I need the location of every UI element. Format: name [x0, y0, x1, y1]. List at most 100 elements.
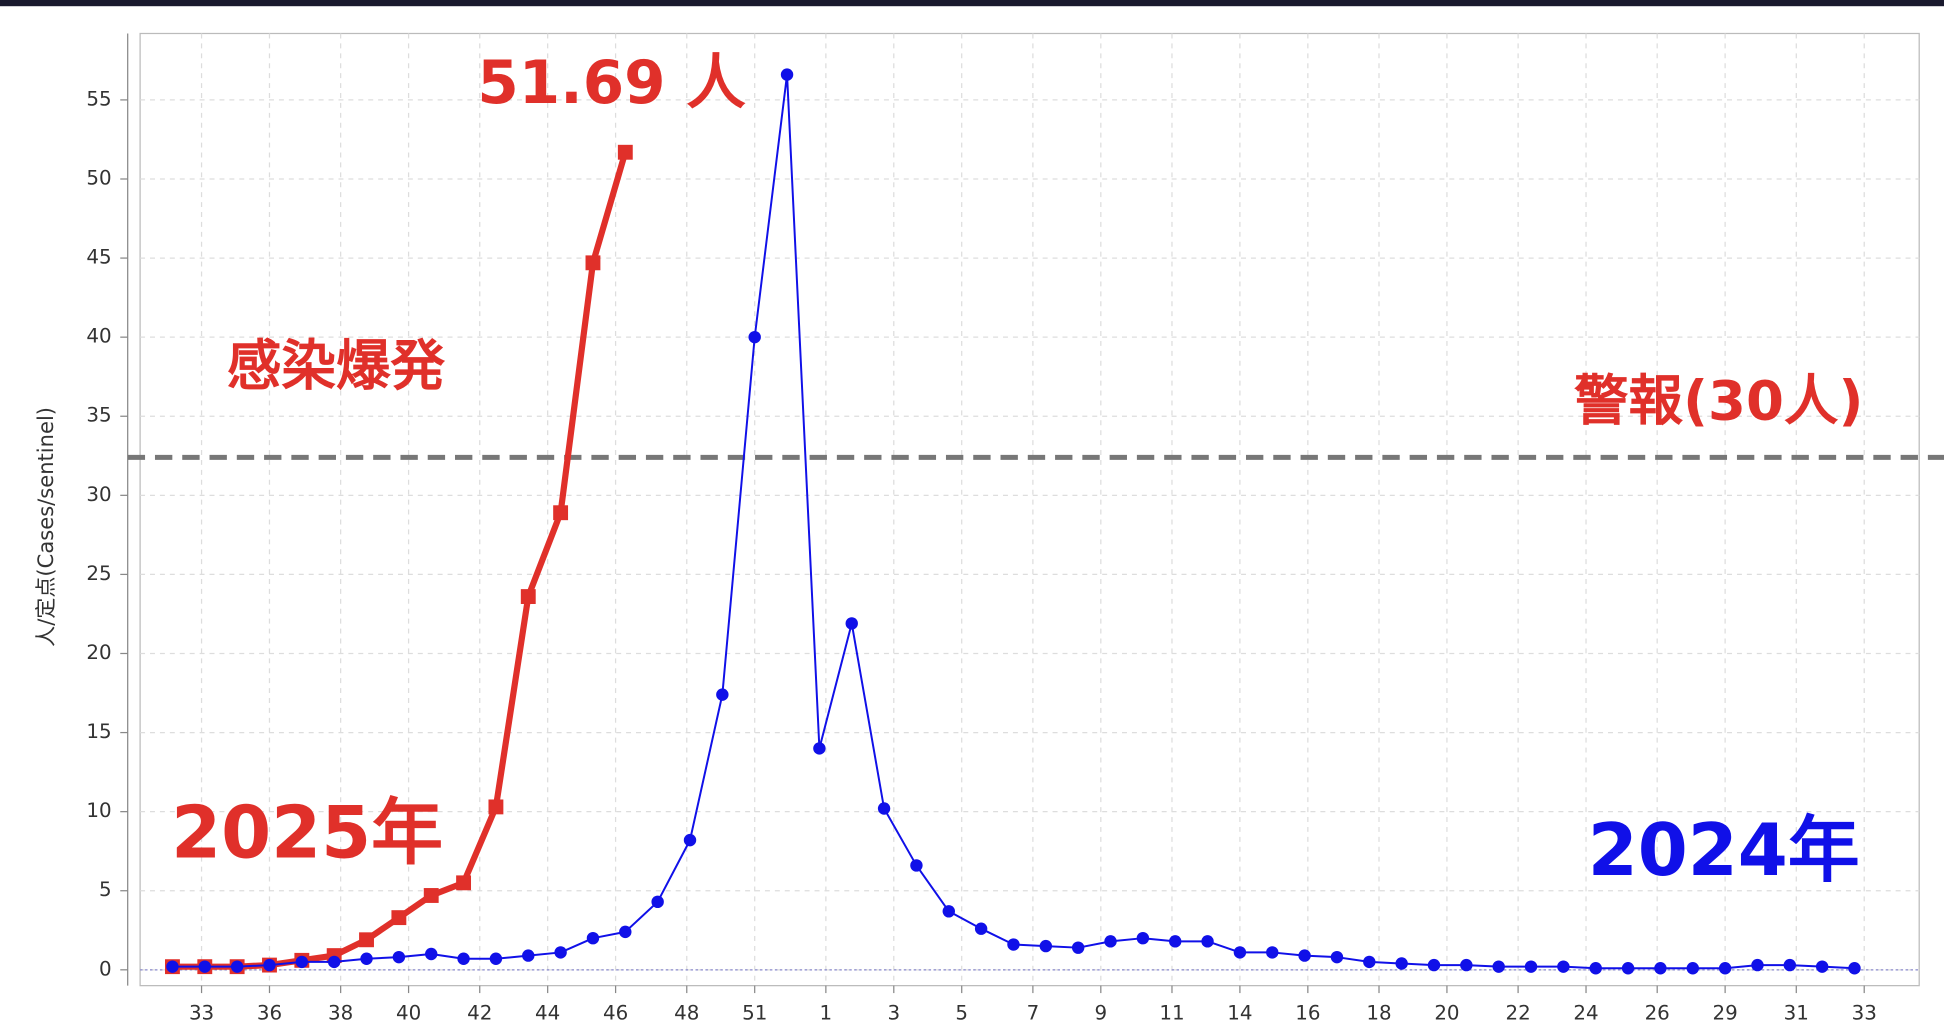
- point: [295, 955, 309, 969]
- point: [1298, 949, 1311, 962]
- point: [520, 589, 536, 604]
- x-tick-label: 46: [603, 1002, 628, 1025]
- x-tick-label: 31: [1784, 1002, 1809, 1025]
- point: [1783, 958, 1797, 972]
- point: [1460, 958, 1473, 972]
- point: [1363, 955, 1376, 969]
- x-tick-label: 38: [328, 1002, 353, 1025]
- point: [1136, 931, 1150, 945]
- x-tick-label: 51: [742, 1002, 767, 1025]
- y-tick-label: 40: [86, 325, 111, 348]
- point: [1233, 946, 1247, 959]
- point: [1492, 960, 1505, 973]
- point: [327, 955, 341, 969]
- point: [166, 960, 179, 973]
- point: [1621, 962, 1635, 975]
- annotation: 51.69 人: [477, 49, 746, 118]
- x-tick-label: 33: [1852, 1002, 1877, 1025]
- y-tick-label: 55: [86, 87, 111, 110]
- point: [1104, 935, 1117, 948]
- x-tick-label: 42: [467, 1002, 492, 1025]
- point: [1751, 958, 1764, 972]
- point: [263, 958, 276, 972]
- y-tick-label: 0: [99, 957, 112, 980]
- point: [392, 950, 406, 964]
- x-tick-label: 14: [1227, 1002, 1252, 1025]
- point: [1201, 935, 1214, 948]
- point: [877, 802, 891, 815]
- point: [845, 617, 858, 630]
- point: [1395, 957, 1408, 970]
- point: [1071, 941, 1085, 954]
- y-tick-label: 20: [86, 641, 111, 664]
- x-tick-label: 33: [189, 1002, 214, 1025]
- x-tick-label: 29: [1713, 1002, 1738, 1025]
- point: [359, 932, 374, 948]
- y-axis-label: 人/定点(Cases/sentinel): [33, 407, 58, 647]
- x-tick-label: 40: [396, 1002, 421, 1025]
- point: [391, 910, 407, 926]
- point: [619, 925, 632, 939]
- point: [1427, 958, 1441, 972]
- plot-frame: [139, 32, 1920, 987]
- x-tick-label: 1: [820, 1002, 833, 1025]
- x-tick-label: 18: [1366, 1002, 1391, 1025]
- x-tick-label: 5: [955, 1002, 968, 1025]
- annotation: 2025年: [171, 791, 443, 875]
- x-tick-label: 16: [1295, 1002, 1320, 1025]
- point: [683, 833, 697, 847]
- point: [1686, 962, 1699, 975]
- point: [942, 905, 955, 918]
- annotation: 警報(30人): [1574, 368, 1863, 432]
- x-tick-label: 26: [1645, 1002, 1670, 1025]
- point: [651, 895, 664, 909]
- point: [456, 875, 472, 891]
- x-tick-label: 9: [1095, 1002, 1108, 1025]
- x-tick-label: 36: [257, 1002, 282, 1025]
- point: [1169, 935, 1182, 948]
- point: [1557, 960, 1570, 973]
- x-tick-label: 3: [887, 1002, 900, 1025]
- y-tick-label: 25: [86, 562, 111, 585]
- point: [974, 922, 988, 935]
- point: [425, 947, 438, 961]
- point: [230, 960, 244, 973]
- point: [716, 688, 729, 701]
- point: [554, 946, 567, 959]
- point: [1039, 939, 1053, 953]
- point: [813, 742, 826, 755]
- point: [586, 931, 600, 945]
- point: [1007, 938, 1020, 951]
- point: [1524, 960, 1538, 973]
- point: [780, 68, 794, 81]
- x-tick-label: 7: [1027, 1002, 1040, 1025]
- point: [1654, 962, 1667, 975]
- point: [748, 330, 761, 344]
- point: [617, 144, 633, 160]
- top-bar: [0, 0, 1944, 7]
- y-tick-label: 5: [99, 878, 112, 901]
- y-tick-label: 15: [86, 720, 111, 743]
- x-tick-label: 20: [1434, 1002, 1459, 1025]
- point: [585, 255, 601, 271]
- point: [1330, 950, 1344, 964]
- point: [457, 952, 470, 965]
- point: [553, 505, 569, 521]
- annotation: 感染爆発: [227, 334, 446, 398]
- point: [522, 949, 535, 962]
- point: [1589, 962, 1602, 975]
- point: [423, 888, 439, 903]
- x-tick-label: 24: [1573, 1002, 1598, 1025]
- point: [488, 799, 504, 815]
- annotation: 2024年: [1588, 808, 1860, 892]
- point: [1848, 962, 1861, 975]
- x-tick-label: 48: [674, 1002, 699, 1025]
- point: [1718, 962, 1732, 975]
- y-tick-label: 50: [86, 166, 111, 189]
- point: [910, 859, 923, 872]
- y-tick-label: 45: [86, 246, 111, 269]
- y-tick-label: 30: [86, 483, 111, 506]
- x-tick-label: 11: [1159, 1002, 1184, 1025]
- point: [360, 952, 373, 965]
